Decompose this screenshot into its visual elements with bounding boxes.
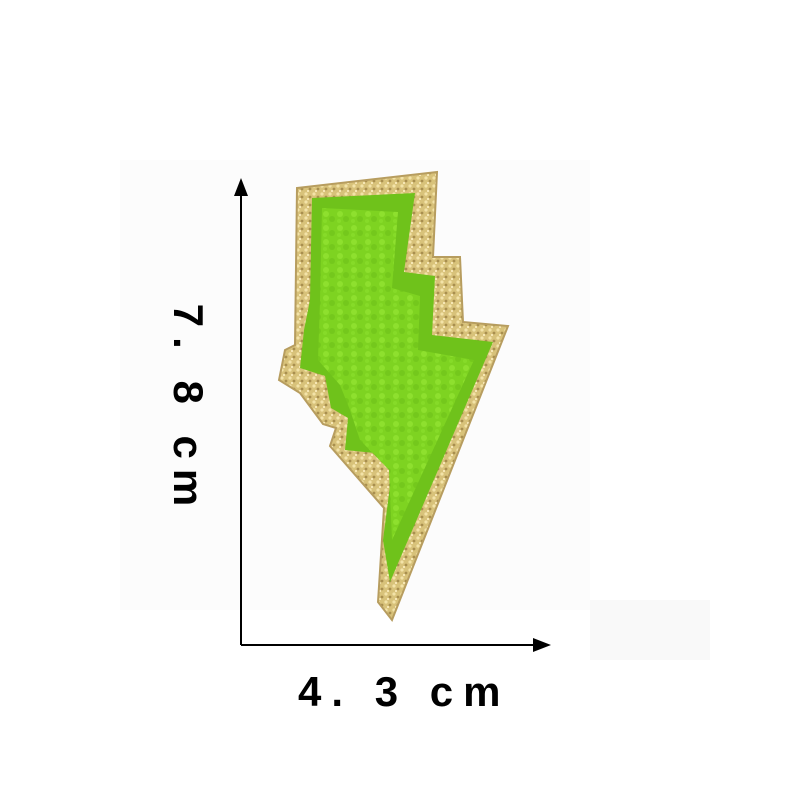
right-arrow-icon (533, 638, 551, 652)
photo-background-patch (590, 600, 710, 660)
up-arrow-icon (234, 178, 248, 196)
height-dimension-label: 7. 8 cm (165, 303, 212, 517)
chenille-layer (318, 208, 474, 540)
width-dimension-label: 4. 3 cm (298, 668, 511, 715)
